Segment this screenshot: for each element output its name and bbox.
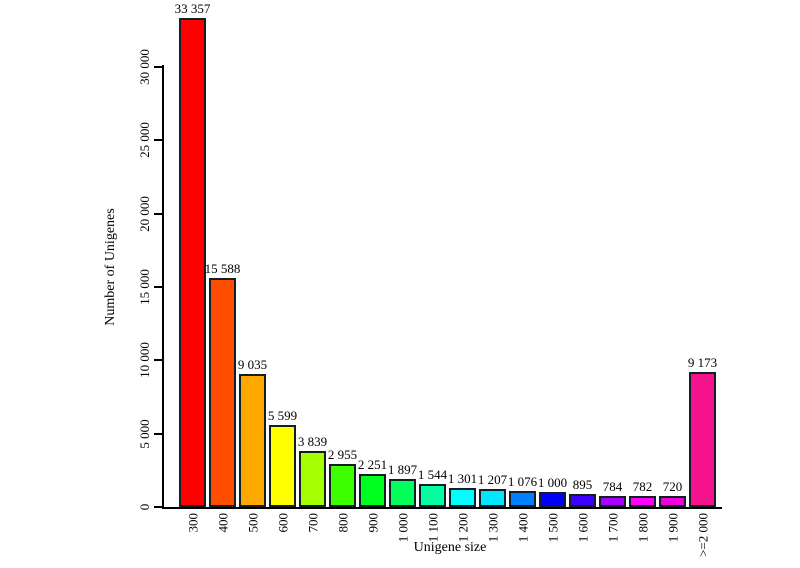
y-tick-mark bbox=[154, 66, 162, 68]
bar-value-label: 1 207 bbox=[477, 472, 508, 487]
bar bbox=[599, 496, 626, 507]
bar bbox=[179, 18, 206, 507]
y-tick-label: 30 000 bbox=[137, 49, 152, 85]
x-tick-label: 800 bbox=[335, 513, 350, 533]
bar bbox=[509, 491, 536, 507]
bar bbox=[359, 474, 386, 507]
bar-value-label: 782 bbox=[632, 479, 653, 494]
y-tick-mark bbox=[154, 213, 162, 215]
x-tick-label: 1 400 bbox=[515, 513, 530, 543]
y-tick-label: 5 000 bbox=[137, 419, 152, 449]
bar-value-label: 784 bbox=[602, 479, 623, 494]
bar-value-label: 33 357 bbox=[174, 1, 211, 16]
bar bbox=[629, 496, 656, 507]
bar bbox=[539, 492, 566, 507]
bar-value-label: 1 544 bbox=[417, 467, 448, 482]
y-tick-mark bbox=[154, 506, 162, 508]
bar bbox=[419, 484, 446, 507]
x-tick-label: 600 bbox=[275, 513, 290, 533]
bar-value-label: 1 301 bbox=[447, 471, 478, 486]
x-tick-label: 1 500 bbox=[545, 513, 560, 543]
y-tick-label: 25 000 bbox=[137, 122, 152, 158]
x-tick-label: 1 700 bbox=[605, 513, 620, 543]
x-tick-label: 400 bbox=[215, 513, 230, 533]
bar-value-label: 1 000 bbox=[537, 475, 568, 490]
bar bbox=[389, 479, 416, 507]
bar-value-label: 2 251 bbox=[357, 457, 388, 472]
bar-value-label: 9 173 bbox=[687, 355, 718, 370]
bar bbox=[239, 374, 266, 507]
bar bbox=[209, 278, 236, 507]
bar-value-label: 9 035 bbox=[237, 357, 268, 372]
x-tick-label: 300 bbox=[185, 513, 200, 533]
bar bbox=[659, 496, 686, 507]
y-tick-label: 20 000 bbox=[137, 196, 152, 232]
x-axis-title: Unigene size bbox=[413, 540, 487, 555]
y-tick-mark bbox=[154, 359, 162, 361]
bar-value-label: 1 897 bbox=[387, 462, 418, 477]
x-tick-label: 500 bbox=[245, 513, 260, 533]
bar bbox=[269, 425, 296, 507]
x-tick-label: >=2 000 bbox=[695, 513, 710, 557]
x-tick-label: 1 800 bbox=[635, 513, 650, 543]
x-axis-baseline bbox=[162, 507, 722, 509]
bar-value-label: 1 076 bbox=[507, 474, 538, 489]
bar bbox=[449, 488, 476, 507]
y-tick-label: 0 bbox=[137, 503, 152, 511]
x-tick-label: 1 600 bbox=[575, 513, 590, 543]
x-tick-label: 1 100 bbox=[425, 513, 440, 543]
bar-value-label: 895 bbox=[572, 477, 593, 492]
y-tick-mark bbox=[154, 433, 162, 435]
x-tick-label: 1 300 bbox=[485, 513, 500, 543]
bar bbox=[569, 494, 596, 507]
y-axis-title: Number of Unigenes bbox=[103, 208, 118, 326]
bar-value-label: 15 588 bbox=[204, 261, 241, 276]
bar bbox=[299, 451, 326, 507]
bar-value-label: 2 955 bbox=[327, 447, 358, 462]
y-tick-mark bbox=[154, 286, 162, 288]
bar-value-label: 720 bbox=[662, 479, 683, 494]
bar bbox=[329, 464, 356, 507]
y-axis-line bbox=[162, 65, 164, 509]
y-tick-label: 15 000 bbox=[137, 269, 152, 305]
bar bbox=[689, 372, 716, 507]
bar bbox=[479, 489, 506, 507]
bar-value-label: 3 839 bbox=[297, 434, 328, 449]
x-tick-label: 1 900 bbox=[665, 513, 680, 543]
bar-value-label: 5 599 bbox=[267, 408, 298, 423]
x-tick-label: 700 bbox=[305, 513, 320, 533]
y-tick-label: 10 000 bbox=[137, 342, 152, 378]
x-tick-label: 900 bbox=[365, 513, 380, 533]
x-tick-label: 1 200 bbox=[455, 513, 470, 543]
x-tick-label: 1 000 bbox=[395, 513, 410, 543]
y-tick-mark bbox=[154, 139, 162, 141]
